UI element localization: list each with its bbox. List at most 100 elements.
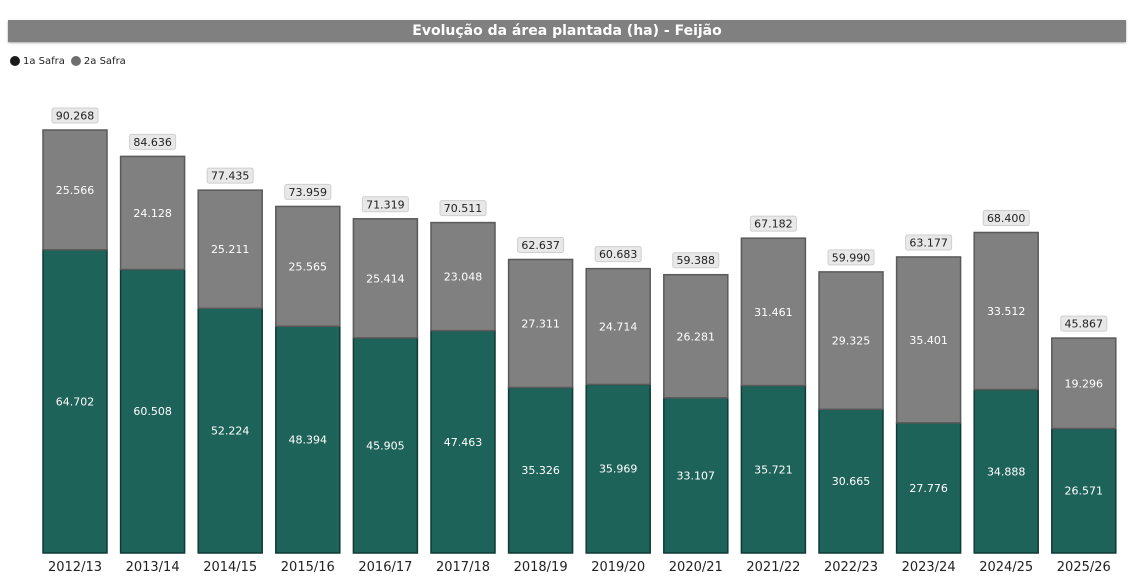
bar-2a-safra[interactable] xyxy=(352,218,419,339)
bar-1a-safra[interactable] xyxy=(1051,427,1117,554)
total-label: 90.268 xyxy=(56,110,95,123)
data-label-2a-safra: 35.401 xyxy=(909,334,948,347)
total-label: 59.990 xyxy=(832,251,871,264)
chart-title: Evolução da área plantada (ha) - Feijão xyxy=(412,23,722,39)
legend: 1a Safra 2a Safra xyxy=(10,54,132,68)
total-label: 62.637 xyxy=(521,239,560,252)
data-label-1a-safra: 35.969 xyxy=(599,463,638,476)
x-tick-label: 2017/18 xyxy=(436,560,490,575)
data-label-1a-safra: 35.721 xyxy=(754,463,793,476)
total-label-box xyxy=(749,215,797,232)
legend-marker-2a-safra xyxy=(70,56,81,66)
total-label-box xyxy=(439,200,487,217)
bar-1a-safra[interactable] xyxy=(352,337,419,554)
total-label: 70.511 xyxy=(444,202,483,215)
bar-2a-safra[interactable] xyxy=(42,129,108,251)
bar-2a-safra[interactable] xyxy=(740,237,807,387)
total-label-box xyxy=(361,196,409,213)
data-label-2a-safra: 25.566 xyxy=(56,184,95,197)
data-label-1a-safra: 35.326 xyxy=(521,464,560,477)
total-label: 63.177 xyxy=(909,236,948,249)
x-tick-label: 2023/24 xyxy=(902,560,956,575)
bar-2a-safra[interactable] xyxy=(1051,337,1117,430)
data-label-1a-safra: 33.107 xyxy=(677,469,716,482)
data-label-1a-safra: 64.702 xyxy=(56,395,95,408)
x-tick-label: 2018/19 xyxy=(514,560,568,575)
data-label-1a-safra: 52.224 xyxy=(211,425,250,438)
legend-label-2a-safra: 2a Safra xyxy=(83,55,126,67)
data-label-2a-safra: 24.128 xyxy=(133,207,172,220)
total-label: 71.319 xyxy=(366,198,405,211)
total-label-box xyxy=(594,246,642,263)
total-label-box xyxy=(51,107,99,124)
bar-1a-safra[interactable] xyxy=(585,383,651,554)
x-tick-label: 2014/15 xyxy=(203,560,257,575)
data-label-1a-safra: 47.463 xyxy=(444,436,483,449)
x-tick-label: 2015/16 xyxy=(281,560,335,575)
bar-1a-safra[interactable] xyxy=(507,386,574,554)
total-label: 77.435 xyxy=(211,170,250,183)
total-label: 68.400 xyxy=(987,212,1026,225)
bar-2a-safra[interactable] xyxy=(197,189,263,310)
legend-item-1a-safra[interactable]: 1a Safra xyxy=(10,56,65,67)
bar-1a-safra[interactable] xyxy=(818,408,884,554)
data-label-2a-safra: 19.296 xyxy=(1065,377,1104,390)
data-label-2a-safra: 31.461 xyxy=(754,306,793,319)
bar-2a-safra[interactable] xyxy=(275,205,341,327)
total-label-box xyxy=(1060,315,1108,332)
bar-2a-safra[interactable] xyxy=(663,273,729,399)
bar-1a-safra[interactable] xyxy=(275,325,341,554)
data-label-1a-safra: 27.776 xyxy=(909,482,948,495)
legend-label-1a-safra: 1a Safra xyxy=(23,55,65,67)
chart-title-bar: Evolução da área plantada (ha) - Feijão xyxy=(8,20,1126,42)
x-tick-label: 2025/26 xyxy=(1057,560,1111,575)
bar-2a-safra[interactable] xyxy=(430,221,496,332)
data-label-2a-safra: 25.565 xyxy=(289,260,328,273)
total-label-box xyxy=(905,234,953,251)
total-label-box xyxy=(672,252,720,269)
total-label: 45.867 xyxy=(1065,318,1104,331)
x-tick-label: 2012/13 xyxy=(48,560,102,575)
data-label-2a-safra: 23.048 xyxy=(444,271,483,284)
x-tick-label: 2022/23 xyxy=(824,560,878,575)
data-label-2a-safra: 25.414 xyxy=(366,272,405,285)
x-tick-label: 2021/22 xyxy=(746,560,800,575)
total-label-box xyxy=(206,167,254,184)
total-label: 60.683 xyxy=(599,248,638,261)
data-label-2a-safra: 26.281 xyxy=(677,330,716,343)
data-label-1a-safra: 30.665 xyxy=(832,475,871,488)
data-label-2a-safra: 29.325 xyxy=(832,335,871,348)
data-label-2a-safra: 27.311 xyxy=(521,317,560,330)
legend-item-2a-safra[interactable]: 2a Safra xyxy=(70,55,126,67)
bar-1a-safra[interactable] xyxy=(197,307,263,554)
bar-2a-safra[interactable] xyxy=(119,155,186,271)
data-label-1a-safra: 26.571 xyxy=(1065,485,1104,498)
bar-1a-safra[interactable] xyxy=(663,397,729,554)
data-label-1a-safra: 48.394 xyxy=(289,434,328,447)
x-tick-label: 2016/17 xyxy=(358,560,412,575)
bar-2a-safra[interactable] xyxy=(507,258,574,389)
bar-1a-safra[interactable] xyxy=(895,422,962,554)
bar-2a-safra[interactable] xyxy=(973,231,1039,391)
data-label-2a-safra: 25.211 xyxy=(211,243,250,256)
total-label: 73.959 xyxy=(289,186,328,199)
total-label-box xyxy=(517,236,565,253)
bar-2a-safra[interactable] xyxy=(585,267,651,386)
bar-1a-safra[interactable] xyxy=(430,329,496,554)
bar-1a-safra[interactable] xyxy=(42,249,108,554)
data-label-2a-safra: 33.512 xyxy=(987,305,1026,318)
total-label: 84.636 xyxy=(133,136,172,149)
total-label-box xyxy=(982,209,1030,226)
data-label-2a-safra: 24.714 xyxy=(599,321,638,334)
x-tick-label: 2013/14 xyxy=(126,560,180,575)
total-label-box xyxy=(827,249,875,266)
total-label-box xyxy=(129,133,177,150)
bar-2a-safra[interactable] xyxy=(895,256,962,424)
data-label-1a-safra: 45.905 xyxy=(366,439,405,452)
bar-2a-safra[interactable] xyxy=(818,271,884,411)
data-label-1a-safra: 34.888 xyxy=(987,465,1026,478)
total-label: 67.182 xyxy=(754,218,793,231)
x-tick-label: 2024/25 xyxy=(979,560,1033,575)
data-label-1a-safra: 60.508 xyxy=(133,405,172,418)
